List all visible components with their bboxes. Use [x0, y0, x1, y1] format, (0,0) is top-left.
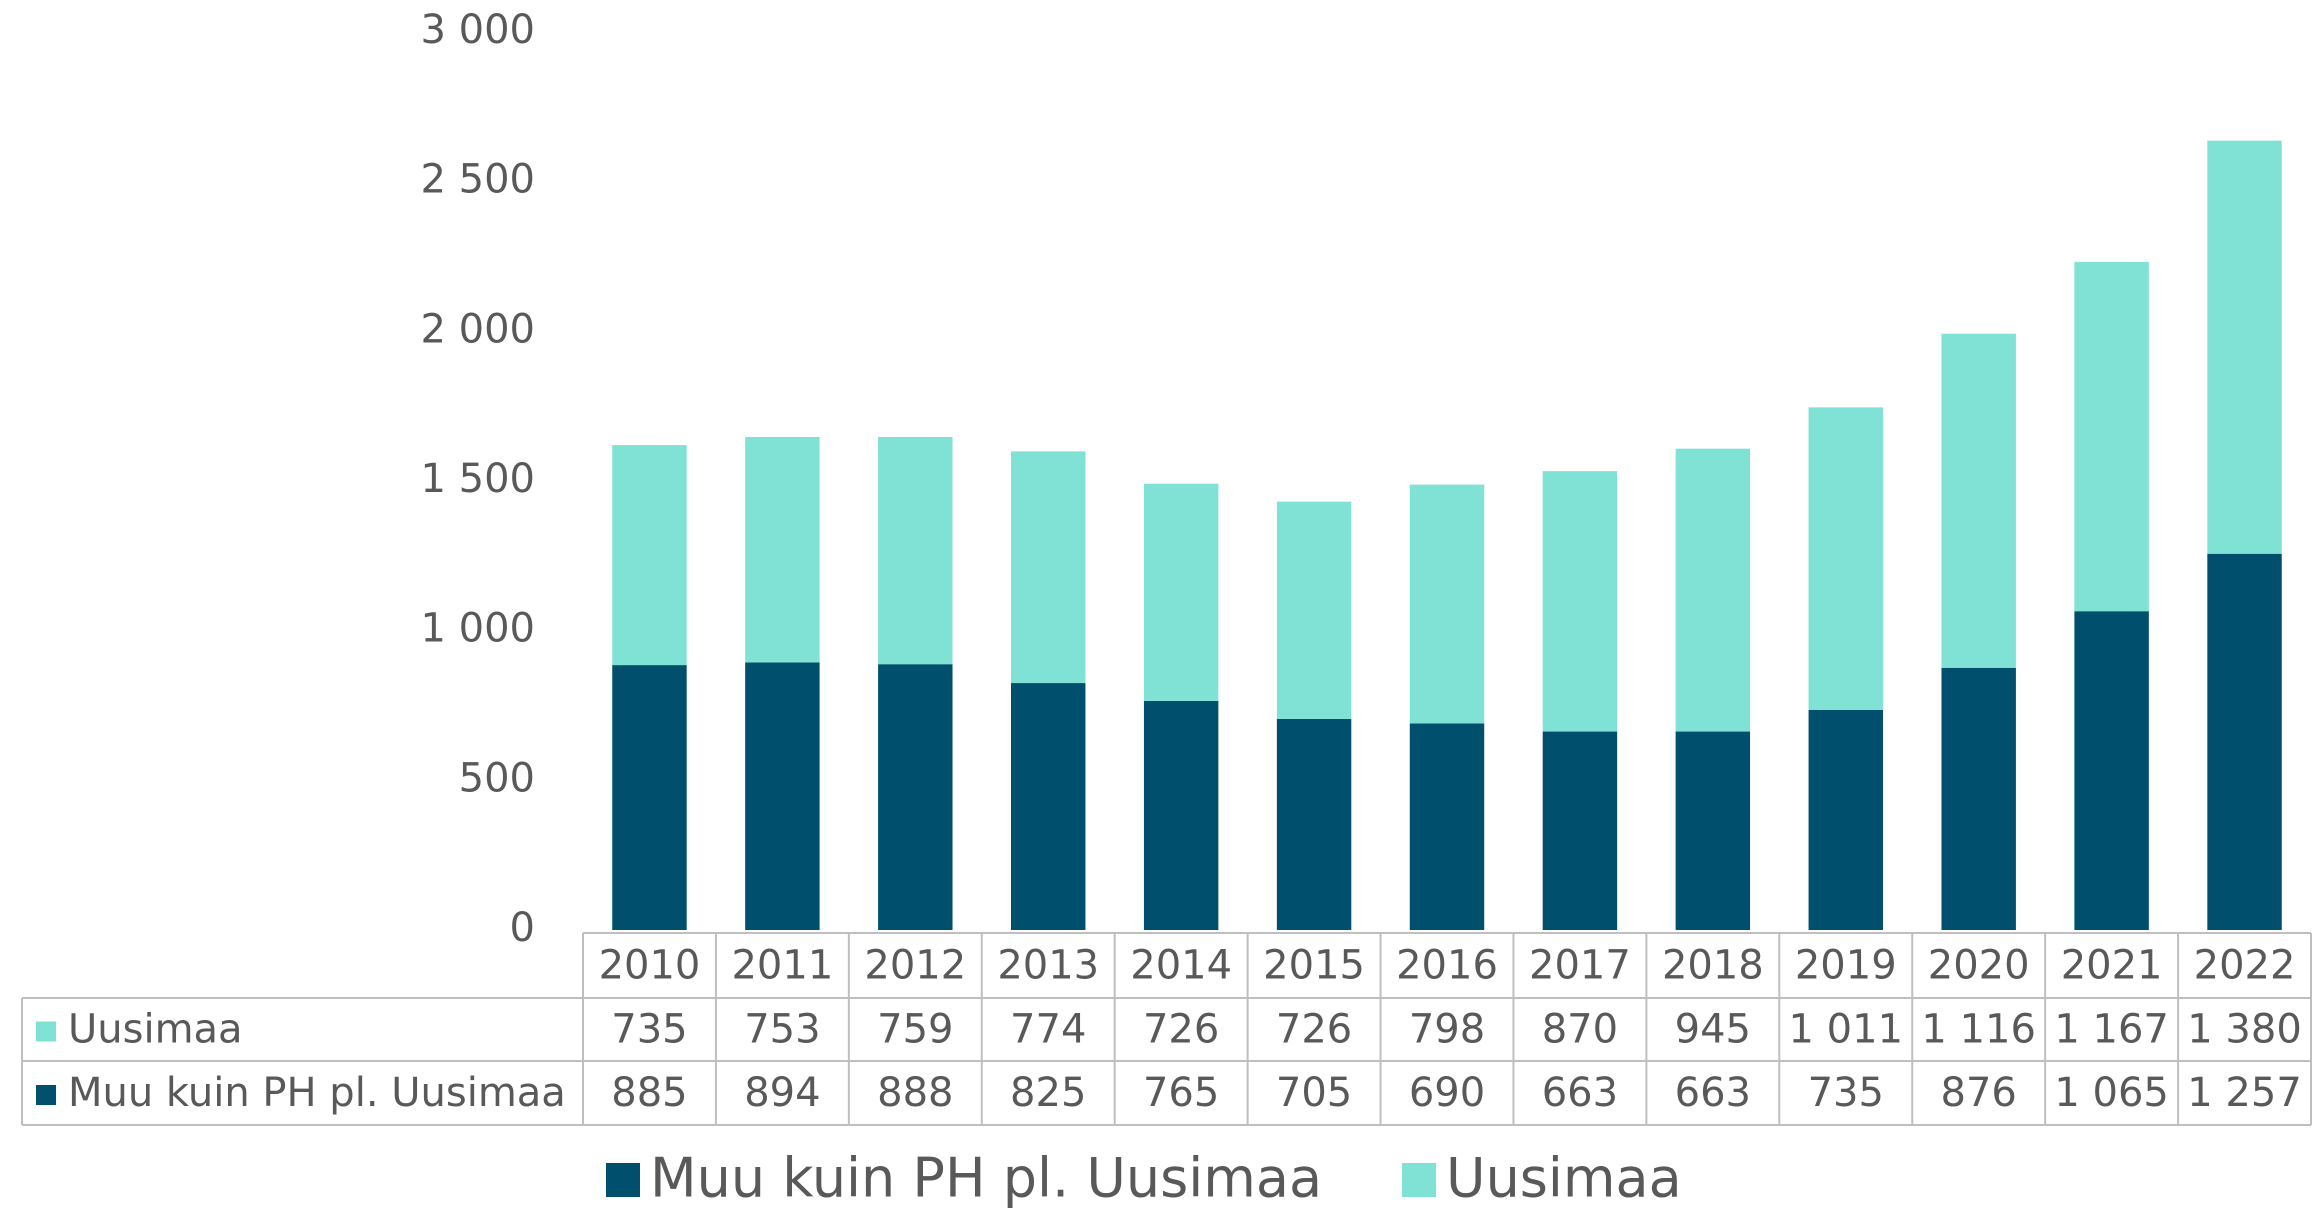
table-value: 735: [1808, 1070, 1884, 1116]
table-value: 726: [1143, 1007, 1219, 1053]
table-value: 894: [744, 1070, 820, 1116]
y-tick-label: 2 500: [420, 157, 535, 203]
bar-segment: [1276, 501, 1352, 719]
table-value: 765: [1143, 1070, 1219, 1116]
x-tick-label: 2019: [1795, 943, 1897, 989]
bar-segment: [2074, 261, 2149, 612]
table-legend-key: [36, 1021, 56, 1042]
table-value: 663: [1675, 1070, 1751, 1116]
bar-segment: [745, 662, 820, 930]
bar-segment: [1409, 484, 1485, 724]
bar-segment: [1542, 471, 1618, 732]
x-tick-label: 2018: [1662, 943, 1764, 989]
legend-key: [1402, 1163, 1437, 1197]
bar-segment: [1808, 407, 1883, 710]
x-tick-label: 2015: [1263, 943, 1365, 989]
table-value: 1 065: [2054, 1070, 2169, 1116]
table-value: 705: [1276, 1070, 1352, 1116]
table-value: 774: [1010, 1007, 1086, 1053]
table-series-name: Uusimaa: [68, 1007, 243, 1053]
x-tick-label: 2017: [1529, 943, 1631, 989]
table-value: 1 011: [1789, 1007, 1904, 1053]
bar-segment: [878, 664, 953, 930]
y-tick-label: 2 000: [420, 306, 535, 352]
table-value: 1 167: [2054, 1007, 2169, 1053]
bar-segment: [1143, 701, 1219, 930]
x-tick-label: 2013: [997, 943, 1099, 989]
table-value: 1 116: [1921, 1007, 2036, 1053]
bar-segment: [1409, 723, 1485, 930]
table-value: 876: [1941, 1070, 2017, 1116]
table-value: 735: [611, 1007, 687, 1053]
table-value: 870: [1542, 1007, 1618, 1053]
table-value: 1 380: [2187, 1007, 2302, 1053]
y-tick-label: 1 000: [420, 606, 535, 652]
x-tick-label: 2014: [1130, 943, 1232, 989]
x-tick-label: 2021: [2061, 943, 2163, 989]
table-value: 663: [1542, 1070, 1618, 1116]
bar-segment: [1941, 333, 2016, 668]
x-tick-label: 2011: [731, 943, 833, 989]
table-series-name: Muu kuin PH pl. Uusimaa: [68, 1070, 566, 1116]
table-value: 798: [1409, 1007, 1485, 1053]
bar-segment: [1011, 451, 1086, 684]
table-value: 825: [1010, 1070, 1086, 1116]
bar-segment: [1941, 667, 2016, 930]
x-tick-label: 2012: [864, 943, 966, 989]
bar-segment: [2207, 140, 2282, 554]
table-value: 726: [1276, 1007, 1352, 1053]
x-tick-label: 2020: [1928, 943, 2030, 989]
bar-segment: [2074, 611, 2149, 930]
table-value: 945: [1675, 1007, 1751, 1053]
table-legend-key: [36, 1085, 56, 1105]
bar-segment: [745, 436, 820, 663]
x-tick-label: 2022: [2194, 943, 2296, 989]
y-tick-label: 500: [459, 755, 535, 801]
bar-segment: [1276, 718, 1352, 930]
y-tick-label: 3 000: [420, 7, 535, 53]
bar-segment: [1542, 731, 1618, 930]
bar-segment: [612, 445, 687, 666]
y-tick-label: 1 500: [420, 456, 535, 502]
x-tick-label: 2010: [599, 943, 701, 989]
bar-segment: [1675, 731, 1751, 930]
table-value: 888: [877, 1070, 953, 1116]
bar-segment: [612, 665, 687, 930]
bar-segment: [2207, 553, 2282, 930]
table-value: 1 257: [2187, 1070, 2302, 1116]
legend-label: Uusimaa: [1446, 1147, 1682, 1210]
bar-segment: [1143, 483, 1219, 702]
legend-key: [606, 1163, 640, 1197]
bar-segment: [1011, 683, 1086, 930]
table-value: 759: [877, 1007, 953, 1053]
table-value: 753: [744, 1007, 820, 1053]
y-tick-label: 0: [510, 905, 535, 951]
x-tick-label: 2016: [1396, 943, 1498, 989]
legend-label: Muu kuin PH pl. Uusimaa: [650, 1147, 1322, 1210]
table-value: 690: [1409, 1070, 1485, 1116]
bar-segment: [1675, 448, 1751, 732]
table-value: 885: [611, 1070, 687, 1116]
bar-segment: [878, 436, 953, 665]
bar-segment: [1808, 709, 1883, 930]
